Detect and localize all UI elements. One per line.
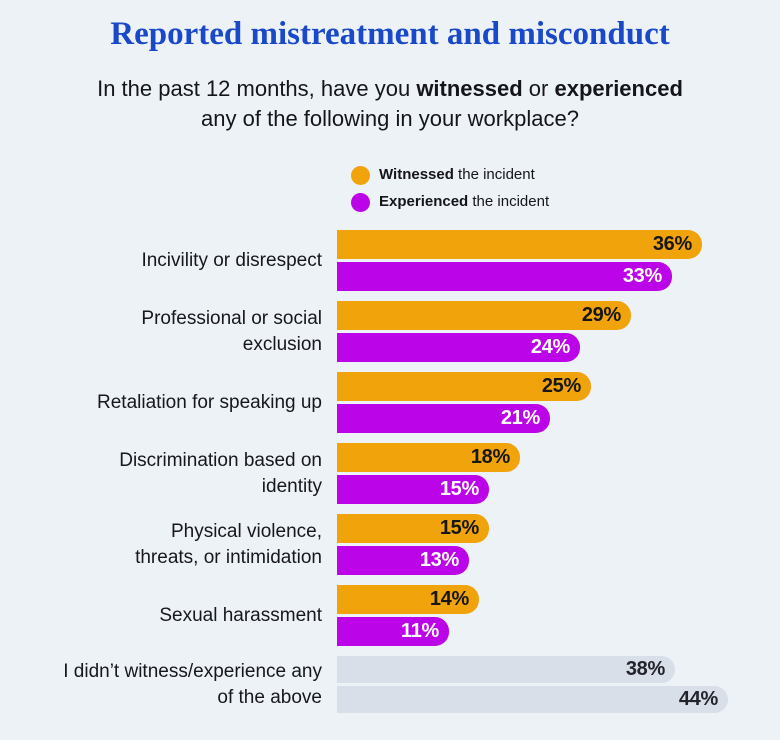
row-bars: 29% 24% <box>337 301 780 362</box>
page-subtitle: In the past 12 months, have you witnesse… <box>0 74 780 134</box>
subtitle-line: any of the following in your workplace? <box>0 104 780 134</box>
bar-value-label: 25% <box>541 375 581 397</box>
row-label: Discrimination based on identity <box>119 449 322 497</box>
bar-value-label: 13% <box>419 549 459 571</box>
chart-row: Retaliation for speaking up 25% 21% <box>0 372 780 433</box>
row-label: Professional or social exclusion <box>141 307 322 355</box>
bar-value-label: 24% <box>530 336 570 358</box>
chart-row: Physical violence, threats, or intimidat… <box>0 514 780 575</box>
bar-value-label: 33% <box>622 265 662 287</box>
subtitle-text: or <box>522 76 555 101</box>
bar-value-label: 11% <box>400 620 439 642</box>
legend: Witnessed the incident Experienced the in… <box>351 165 780 212</box>
bar-value-label: 38% <box>625 658 665 680</box>
experienced-dot-icon <box>351 192 370 212</box>
bar-value-label: 15% <box>439 517 479 539</box>
legend-item: Witnessed the incident <box>351 165 780 185</box>
chart-row: Professional or social exclusion 29% 24% <box>0 301 780 362</box>
page-title: Reported mistreatment and misconduct <box>110 16 670 52</box>
row-label: Retaliation for speaking up <box>97 391 322 413</box>
subtitle-text: In the past 12 months, have you <box>97 76 417 101</box>
row-bars: 36% 33% <box>337 230 780 291</box>
subtitle-line: In the past 12 months, have you witnesse… <box>0 74 780 104</box>
bar-experienced: 13% <box>337 546 469 575</box>
bar-neutral: 38% <box>337 656 675 683</box>
bar-value-label: 29% <box>581 304 621 326</box>
bar-experienced: 11% <box>337 617 449 646</box>
row-bars: 14% 11% <box>337 585 780 646</box>
chart-row: I didn’t witness/experience any of the a… <box>0 656 780 713</box>
bar-experienced: 33% <box>337 262 672 291</box>
legend-label: Experienced the incident <box>379 193 550 210</box>
subtitle-bold-word: experienced <box>554 76 683 101</box>
bar-value-label: 18% <box>470 446 510 468</box>
row-bars: 18% 15% <box>337 443 780 504</box>
subtitle-text: any of the following in your workplace? <box>201 106 579 131</box>
bar-value-label: 44% <box>678 688 718 710</box>
chart-row: Sexual harassment 14% 11% <box>0 585 780 646</box>
bar-value-label: 36% <box>652 233 692 255</box>
bar-witnessed: 36% <box>337 230 702 259</box>
chart-row: Incivility or disrespect 36% 33% <box>0 230 780 291</box>
row-label: Sexual harassment <box>159 604 322 626</box>
bar-witnessed: 29% <box>337 301 631 330</box>
bar-value-label: 14% <box>429 588 469 610</box>
bar-value-label: 15% <box>439 478 479 500</box>
bar-witnessed: 25% <box>337 372 591 401</box>
chart-row: Discrimination based on identity 18% 15% <box>0 443 780 504</box>
row-label: Incivility or disrespect <box>141 249 322 271</box>
row-bars: 38% 44% <box>337 656 780 713</box>
bar-experienced: 24% <box>337 333 580 362</box>
bar-chart: Incivility or disrespect 36% 33% Profession… <box>0 230 780 713</box>
bar-witnessed: 14% <box>337 585 479 614</box>
bar-value-label: 21% <box>500 407 540 429</box>
row-bars: 25% 21% <box>337 372 780 433</box>
witnessed-dot-icon <box>351 165 370 185</box>
row-label: Physical violence, threats, or intimidat… <box>135 520 322 568</box>
bar-experienced: 21% <box>337 404 550 433</box>
bar-witnessed: 15% <box>337 514 489 543</box>
legend-item: Experienced the incident <box>351 192 780 212</box>
bar-neutral: 44% <box>337 686 728 713</box>
row-bars: 15% 13% <box>337 514 780 575</box>
bar-experienced: 15% <box>337 475 489 504</box>
row-label: I didn’t witness/experience any of the a… <box>63 660 322 708</box>
subtitle-bold-word: witnessed <box>416 76 523 101</box>
legend-label: Witnessed the incident <box>379 166 535 183</box>
bar-witnessed: 18% <box>337 443 520 472</box>
